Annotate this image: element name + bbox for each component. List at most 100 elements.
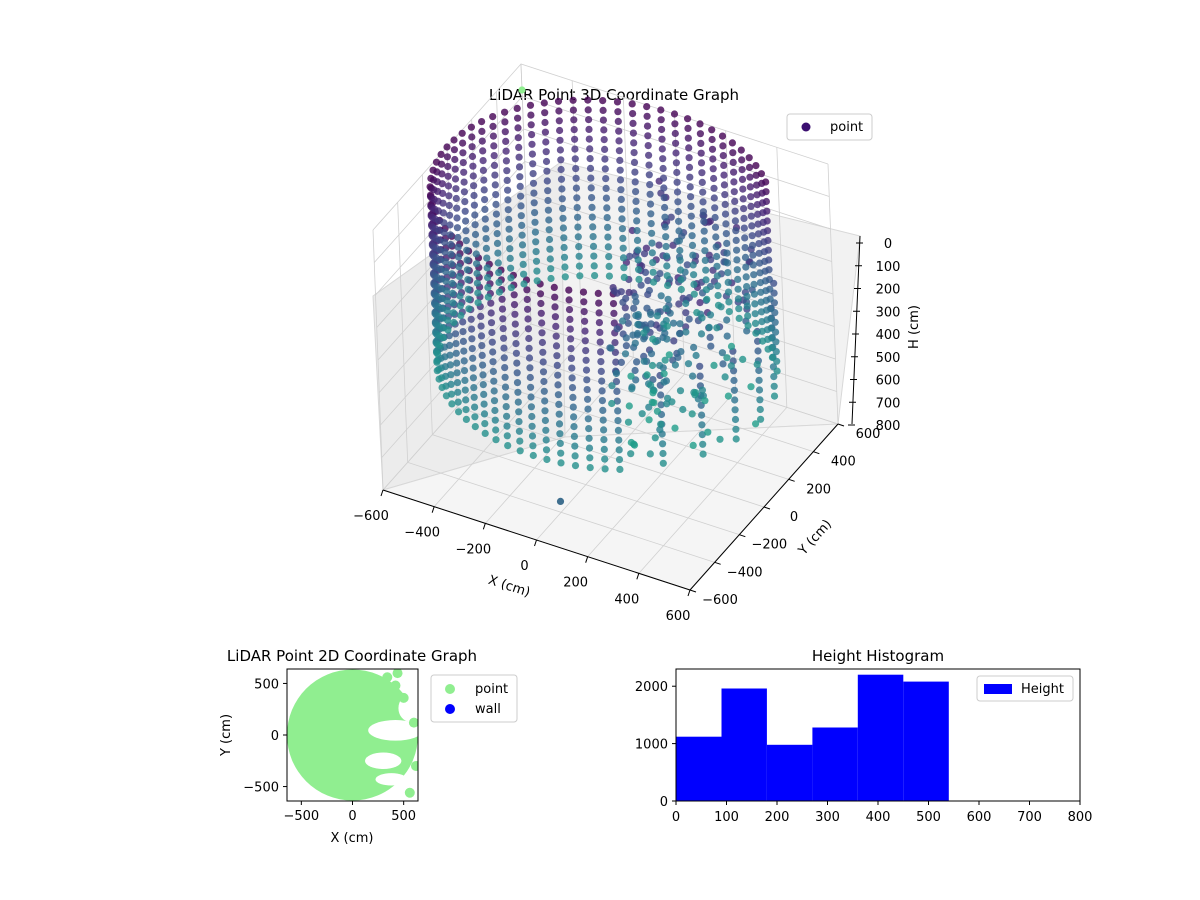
point-3d <box>552 332 560 340</box>
point-3d <box>621 304 629 312</box>
point-3d <box>634 320 642 329</box>
point-3d <box>685 315 693 323</box>
point-3d <box>643 371 651 379</box>
point-3d <box>663 322 671 330</box>
chart-3d-title: LiDAR Point 3D Coordinate Graph <box>489 86 739 104</box>
point-3d <box>468 325 476 333</box>
point-3d <box>698 178 706 186</box>
point-3d <box>646 200 655 208</box>
point-3d <box>754 220 762 228</box>
point-3d <box>619 254 628 262</box>
point-3d <box>461 207 469 215</box>
point-3d <box>433 367 441 375</box>
point-3d <box>583 376 591 384</box>
point-3d <box>659 174 668 182</box>
point-3d <box>443 306 451 314</box>
point-3d <box>616 465 624 473</box>
point-3d <box>727 342 736 350</box>
point-3d <box>741 244 749 252</box>
point-3d <box>479 361 487 369</box>
point-3d <box>648 361 657 370</box>
ticks-2d: −500 0 500 500 0 −500 <box>243 677 416 824</box>
point-3d <box>653 407 662 415</box>
point-3d <box>459 318 467 326</box>
point-3d <box>489 348 497 356</box>
point-3d <box>668 398 676 406</box>
point-3d <box>633 358 641 366</box>
point-3d <box>628 385 636 393</box>
point-3d <box>682 309 690 317</box>
point-3d <box>463 256 471 264</box>
point-3d <box>599 416 607 424</box>
histogram-ticks: 0 100 200 300 400 500 600 700 800 0 1000 2000 <box>635 680 1093 825</box>
point-3d <box>693 309 701 317</box>
point-3d <box>537 299 545 308</box>
point-3d <box>567 335 575 343</box>
hist-y-tick-label: 0 <box>660 795 668 810</box>
point-3d <box>605 262 613 270</box>
point-3d <box>541 416 550 425</box>
y-tick-label: −400 <box>727 565 763 580</box>
point-3d <box>690 280 698 288</box>
point-3d <box>731 217 740 225</box>
point-3d <box>730 178 738 186</box>
point-3d <box>452 349 460 357</box>
legend-marker-point <box>801 122 811 132</box>
point-3d <box>585 444 594 452</box>
point-3d <box>676 330 684 338</box>
gap-region <box>375 773 408 786</box>
point-3d <box>503 167 511 175</box>
point-3d <box>541 128 550 136</box>
point-3d <box>675 217 683 225</box>
legend-label-point-2d: point <box>475 682 508 697</box>
point-3d <box>598 377 606 385</box>
y-tick-label-2d: 500 <box>254 677 279 692</box>
point-3d <box>588 194 596 202</box>
point-3d <box>441 248 449 256</box>
point-3d <box>585 434 593 442</box>
point-3d <box>700 227 708 235</box>
point-3d <box>671 120 679 128</box>
point-3d <box>470 201 478 209</box>
z-tick-label: 200 <box>876 283 901 298</box>
point-3d <box>689 441 697 449</box>
point-3d <box>507 264 515 272</box>
point-3d <box>747 383 755 391</box>
point-3d <box>458 129 466 137</box>
point-3d <box>438 383 446 392</box>
point-3d <box>469 364 477 372</box>
point-3d <box>701 247 709 255</box>
point-3d <box>674 353 682 361</box>
point-3d <box>626 252 634 260</box>
x-tick-label-2d: −500 <box>283 809 319 824</box>
point-3d <box>543 177 551 185</box>
point-3d <box>526 101 535 109</box>
point-3d <box>506 254 514 262</box>
point-3d <box>721 210 730 218</box>
point-3d <box>490 161 499 169</box>
point-3d <box>661 213 669 221</box>
point-3d <box>452 330 460 338</box>
point-3d <box>718 132 727 140</box>
point-3d <box>504 442 512 450</box>
point-3d <box>439 189 447 197</box>
point-3d <box>465 305 473 313</box>
point-3d <box>551 293 559 301</box>
point-3d <box>493 230 501 238</box>
point-3d <box>572 184 581 192</box>
point-3d <box>523 286 531 294</box>
point-3d <box>656 361 664 370</box>
point-3d <box>585 116 593 124</box>
point-3d <box>527 403 536 411</box>
point-3d <box>635 275 643 283</box>
point-3d <box>613 387 621 395</box>
point-3d <box>750 290 759 298</box>
point-3d <box>649 259 657 267</box>
point-3d <box>459 328 467 336</box>
histogram-bar <box>766 744 813 801</box>
point-3d <box>462 237 470 245</box>
point-3d <box>437 160 446 168</box>
point-3d <box>488 328 496 337</box>
histogram-bar <box>857 674 904 801</box>
point-3d <box>607 344 615 352</box>
